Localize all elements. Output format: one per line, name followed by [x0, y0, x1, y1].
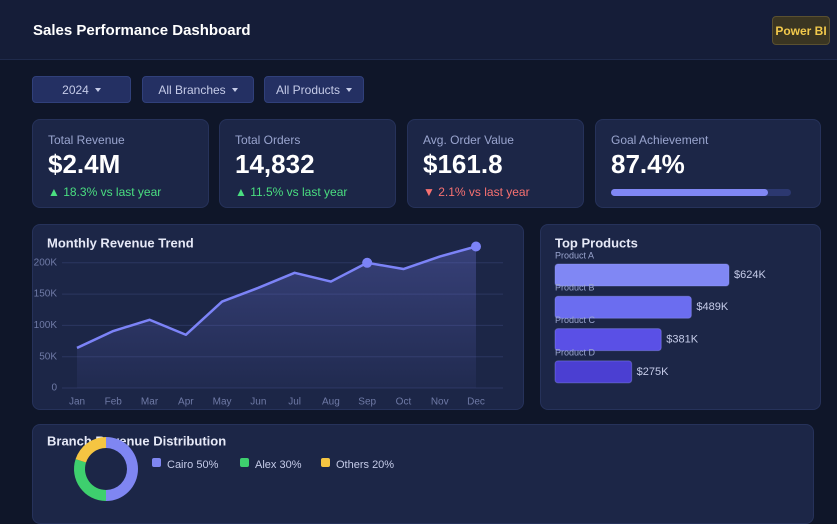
legend-label: Cairo 50% [167, 459, 219, 471]
bar [554, 360, 633, 384]
category-label: Product C [555, 315, 596, 325]
bar [554, 328, 662, 352]
kpi-label: Total Orders [235, 133, 301, 147]
legend-label: Others 20% [336, 459, 394, 471]
value-label: $489K [696, 301, 728, 313]
x-tick-label: Mar [141, 397, 159, 408]
kpi-delta: ▼ 2.1% vs last year [423, 185, 530, 199]
x-tick-label: May [213, 397, 232, 408]
x-tick-label: Feb [105, 397, 123, 408]
kpi-label: Total Revenue [48, 133, 125, 147]
x-tick-label: Jan [69, 397, 85, 408]
value-label: $624K [734, 269, 766, 281]
category-label: Product B [555, 283, 595, 293]
kpi-value: $161.8 [423, 149, 503, 179]
caret [94, 87, 101, 92]
x-tick-label: Sep [358, 397, 376, 408]
kpi-value: $2.4M [48, 149, 121, 179]
line [76, 245, 477, 350]
progress-track [611, 189, 791, 196]
category-label: Product D [555, 347, 596, 357]
badge: Power BI [772, 16, 830, 45]
value-label: $275K [637, 366, 669, 378]
bar [554, 263, 730, 287]
value-label: $381K [666, 334, 698, 346]
bar [554, 295, 692, 319]
kpi-delta: ▲ 18.3% vs last year [48, 185, 162, 199]
caret [231, 87, 238, 92]
progress-fill [611, 189, 769, 196]
kpi-value: 14,832 [235, 149, 315, 179]
x-tick-label: Nov [431, 397, 449, 408]
x-tick-label: Jun [250, 397, 266, 408]
kpi-label: Goal Achievement [611, 133, 709, 147]
point-marker [471, 241, 481, 252]
header [0, 0, 837, 60]
donut-segment [74, 459, 106, 501]
kpi-card: Goal Achievement 87.4% [595, 119, 821, 208]
category-label: Product A [555, 250, 594, 260]
kpi-delta: ▲ 11.5% vs last year [235, 185, 348, 199]
legend-swatch [321, 458, 330, 467]
donut-segment [106, 437, 138, 501]
x-tick-label: Oct [396, 397, 412, 408]
y-tick-label: 50K [39, 351, 57, 362]
x-tick-label: Dec [467, 397, 485, 408]
caret [346, 87, 353, 92]
kpi-card: Total Orders 14,832 ▲ 11.5% vs last year [219, 119, 396, 208]
legend-swatch [152, 458, 161, 467]
chart-title: Monthly Revenue Trend [47, 235, 194, 250]
y-tick-label: 200K [34, 257, 58, 268]
x-tick-label: Jul [288, 397, 301, 408]
donut-segment [75, 437, 106, 463]
x-tick-label: Apr [178, 397, 194, 408]
filter-dropdown[interactable]: All Branches [142, 76, 254, 103]
filter-dropdown[interactable]: 2024 [32, 76, 131, 103]
charts: Monthly Revenue Trend 0 50K 100K 150K 200K Jan… [34, 235, 766, 501]
y-tick-label: 100K [34, 320, 58, 331]
filter-dropdown[interactable]: All Products [264, 76, 364, 103]
area [77, 246, 476, 388]
chart-title: Top Products [555, 235, 638, 250]
legend-swatch [240, 458, 249, 467]
chart-title: Branch Revenue Distribution [47, 433, 226, 448]
point-marker [362, 257, 373, 268]
page-title: Sales Performance Dashboard [33, 22, 251, 39]
kpi-label: Avg. Order Value [423, 133, 514, 147]
x-tick-label: Aug [322, 397, 340, 408]
legend-label: Alex 30% [255, 459, 302, 471]
filter-label: All Branches [158, 82, 226, 97]
y-tick-label: 150K [34, 289, 58, 300]
filter-label: 2024 [62, 82, 89, 97]
kpi-value: 87.4% [611, 149, 685, 179]
kpi-card: Avg. Order Value $161.8 ▼ 2.1% vs last yea… [407, 119, 584, 208]
y-tick-label: 0 [51, 383, 57, 394]
kpi-card: Total Revenue $2.4M ▲ 18.3% vs last year [32, 119, 209, 208]
filter-label: All Products [275, 82, 341, 97]
